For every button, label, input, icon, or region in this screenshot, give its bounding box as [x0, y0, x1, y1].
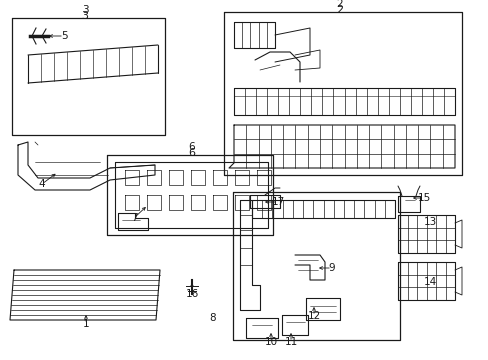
Text: 4: 4: [39, 179, 45, 189]
Text: 16: 16: [185, 289, 198, 299]
Text: 6: 6: [188, 142, 195, 152]
Text: 17: 17: [271, 197, 284, 207]
Text: 8: 8: [209, 313, 216, 323]
Text: 3: 3: [81, 5, 88, 15]
Text: 2: 2: [336, 5, 343, 15]
Text: 14: 14: [423, 277, 436, 287]
Text: 3: 3: [81, 11, 88, 21]
Text: 11: 11: [284, 337, 297, 347]
Text: 2: 2: [336, 0, 343, 9]
Text: 10: 10: [264, 337, 277, 347]
Text: 13: 13: [423, 217, 436, 227]
Text: 12: 12: [307, 311, 320, 321]
Text: 5: 5: [61, 31, 67, 41]
Text: 9: 9: [328, 263, 335, 273]
Text: 6: 6: [188, 148, 195, 158]
Text: 7: 7: [130, 213, 137, 223]
Text: 1: 1: [82, 319, 89, 329]
Text: 15: 15: [417, 193, 430, 203]
